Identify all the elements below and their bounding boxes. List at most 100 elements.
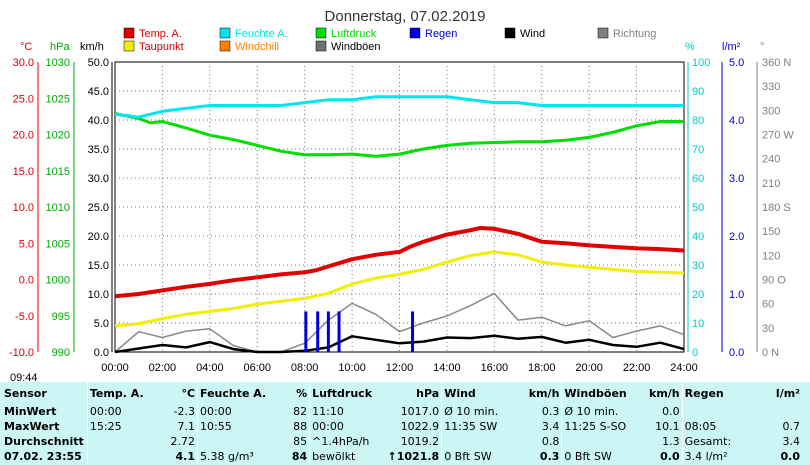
axis-tick-label: 90 <box>692 86 704 98</box>
axis-tick-label: 1020 <box>46 130 70 142</box>
axis-tick-label: 1.0 <box>729 289 744 301</box>
stats-cell-t-val: 2.72 <box>170 435 196 448</box>
axis-tick-label: 35.0 <box>88 144 109 156</box>
legend-swatch <box>409 27 421 39</box>
stats-cell-p-val: ↑1021.8 <box>387 450 440 463</box>
stats-cell-g-a: 11:25 S-SO <box>561 419 638 434</box>
stats-cell-g-val: 0.0 <box>660 450 680 463</box>
series-taupunkt <box>114 250 685 328</box>
legend-label: Regen <box>425 28 457 40</box>
stats-header-row: Sensor Temp. A. °C Feuchte A. % Luftdruc… <box>2 382 802 404</box>
axis-tick-label: 210 <box>762 178 780 190</box>
stats-row: 07.02. 23:55 4.1 5.38 g/m³ 84 bewölkt ↑1021.8… <box>2 449 802 464</box>
stats-cell-t-val: 7.1 <box>177 420 196 433</box>
stats-cell-h-val: 85 <box>293 435 308 448</box>
stats-cell-t-val: 4.1 <box>175 450 196 463</box>
axis-unit-rain: l/m² <box>722 41 741 53</box>
legend-swatch <box>219 27 231 39</box>
stats-cell-g-a <box>561 434 638 449</box>
axis-tick-label: 30 <box>692 260 704 272</box>
stats-cell-w-a <box>441 434 517 449</box>
stats-row: MaxWert 15:25 7.1 10:55 88 00:00 1022.9 11:35 S… <box>2 419 802 434</box>
stats-cell-h-val: 84 <box>291 450 308 463</box>
axis-tick-label: 15.0 <box>13 166 34 178</box>
legend-label: Feuchte A. <box>235 28 288 40</box>
series-luftdruck <box>114 112 684 158</box>
stats-cell-p-val: 1017.0 <box>400 405 440 418</box>
stats-body: MinWert 00:00 -2.3 00:00 82 11:10 1017.0 Ø 10 m… <box>2 404 802 464</box>
x-tick-label: 16:00 <box>481 362 509 374</box>
x-tick-label: 22:00 <box>623 362 651 374</box>
stats-cell-t-time: 15:25 <box>86 419 163 434</box>
axis-tick-label: 25.0 <box>88 202 109 214</box>
stats-cell-w-val: 0.3 <box>541 405 560 418</box>
stats-cell-r-a <box>681 404 758 419</box>
axis-tick-label: 20 <box>692 289 704 301</box>
stats-header: Temp. A. <box>86 382 163 404</box>
axis-unit-temp: °C <box>20 41 32 53</box>
stats-cell-g-a: 0 Bft SW <box>561 449 638 464</box>
axis-tick-label: 3.0 <box>729 173 744 185</box>
legend-swatch <box>315 40 327 52</box>
rain-bar <box>411 311 415 352</box>
stats-cell-h-val: 82 <box>293 405 308 418</box>
rain-bar <box>304 311 308 352</box>
legend-label: Luftdruck <box>331 28 377 40</box>
x-tick-label: 24:00 <box>670 362 698 374</box>
stats-cell-t-time <box>86 449 163 464</box>
axis-tick-label: 15.0 <box>88 260 109 272</box>
axis-tick-label: 100 <box>692 57 710 69</box>
axis-tick-label: 30.0 <box>88 173 109 185</box>
legend-swatch <box>123 27 135 39</box>
axis-tick-label: 50.0 <box>88 57 109 69</box>
axis-tick-label: 0 <box>692 347 698 359</box>
axis-tick-label: 5.0 <box>729 57 744 69</box>
stats-cell-w-val: 0.8 <box>541 435 560 448</box>
stats-cell-label: 07.02. 23:55 <box>4 450 82 463</box>
stats-cell-w-a: 0 Bft SW <box>441 449 517 464</box>
stats-header: °C <box>181 386 196 400</box>
axis-tick-label: 1005 <box>46 238 70 250</box>
stats-cell-label: MinWert <box>4 405 57 418</box>
legend-swatch <box>123 40 135 52</box>
axis-unit-press: hPa <box>50 41 70 53</box>
stats-cell-w-a: 11:35 SW <box>441 419 517 434</box>
rain-bar <box>337 311 341 352</box>
axis-tick-label: 330 <box>762 81 780 93</box>
stats-cell-g-val: 10.1 <box>655 420 680 433</box>
stats-header: Luftdruck <box>309 382 385 404</box>
stats-header: Sensor <box>4 386 47 400</box>
axis-tick-label: 45.0 <box>88 86 109 98</box>
stats-cell-t-time: 00:00 <box>86 404 163 419</box>
legend-label: Temp. A. <box>139 28 182 40</box>
legend-label: Richtung <box>613 28 656 40</box>
axis-tick-label: 0.0 <box>94 347 109 359</box>
axis-tick-label: 360 N <box>762 57 791 69</box>
legend-label: Taupunkt <box>139 41 184 53</box>
x-tick-label: 10:00 <box>338 362 366 374</box>
axis-tick-label: 990 <box>52 347 70 359</box>
stats-row: Durchschnitt 2.72 85 ^1.4hPa/h 1019.2 0.8 1.3 G… <box>2 434 802 449</box>
rain-bar <box>316 311 320 352</box>
axis-tick-label: 0 N <box>762 347 779 359</box>
axis-tick-label: 120 <box>762 250 780 262</box>
x-tick-label: 06:00 <box>243 362 271 374</box>
series-temp-a <box>114 226 685 299</box>
x-tick-label: 00:00 <box>101 362 129 374</box>
stats-cell-t-time <box>86 434 163 449</box>
axis-tick-label: 40.0 <box>88 115 109 127</box>
series-wind <box>114 334 685 354</box>
axis-tick-label: 1015 <box>46 166 70 178</box>
axis-tick-label: 10.0 <box>88 289 109 301</box>
stats-cell-h-time: 10:55 <box>197 419 283 434</box>
stats-header: km/h <box>528 386 560 400</box>
axis-tick-label: 1025 <box>46 93 70 105</box>
stats-cell-w-val: 3.4 <box>541 420 560 433</box>
stats-cell-h-time: 00:00 <box>197 404 283 419</box>
stats-cell-r-val: 0.0 <box>780 450 801 463</box>
x-tick-label: 04:00 <box>196 362 224 374</box>
axis-tick-label: 20.0 <box>88 231 109 243</box>
axis-tick-label: 0.0 <box>729 347 744 359</box>
axis-tick-label: 25.0 <box>13 93 34 105</box>
axis-tick-label: 270 W <box>762 130 794 142</box>
